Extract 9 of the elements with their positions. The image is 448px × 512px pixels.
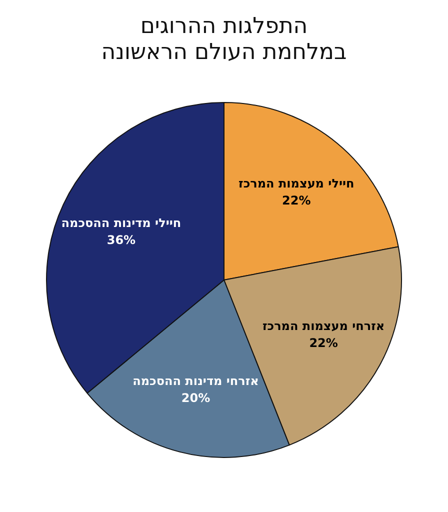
slice-label: אזרחי מעצמות המרכז: [262, 318, 385, 333]
data-label: 22%: [309, 336, 338, 350]
slice-label: חיילי מעצמות המרכז: [238, 176, 354, 191]
data-label: 20%: [181, 391, 210, 406]
data-label: 22%: [282, 194, 311, 208]
slice-label: אזרחי מדינות ההסכמה: [132, 374, 259, 388]
chart-title: התפלגות ההרוגים במלחמת העולם הראשונה: [100, 14, 348, 66]
data-label: 36%: [106, 232, 136, 247]
slice-label: חיילי מדינות ההסכמה: [61, 216, 182, 230]
